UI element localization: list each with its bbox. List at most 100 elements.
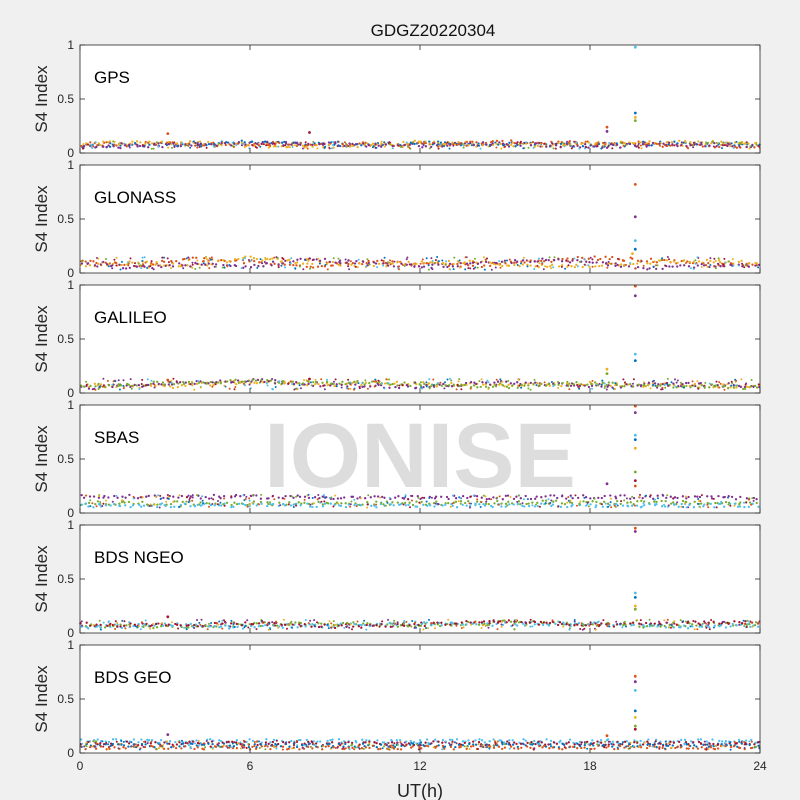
data-point	[253, 263, 256, 267]
data-point	[198, 140, 202, 143]
data-point	[459, 497, 462, 500]
data-point	[340, 624, 343, 627]
data-point	[243, 141, 246, 144]
data-point	[470, 502, 472, 505]
data-point	[120, 142, 123, 145]
spike-point	[633, 484, 637, 488]
data-point	[541, 746, 544, 749]
data-point	[536, 382, 539, 385]
data-point	[742, 619, 745, 622]
data-point	[751, 143, 754, 147]
data-point	[344, 505, 348, 509]
data-point	[543, 142, 546, 145]
data-point	[629, 382, 632, 386]
data-point	[559, 505, 563, 509]
data-point	[584, 496, 588, 499]
data-point	[107, 740, 111, 744]
data-point	[405, 258, 408, 261]
data-point	[409, 746, 413, 749]
data-point	[757, 266, 760, 269]
data-point	[597, 141, 600, 144]
data-point	[344, 742, 347, 746]
data-point	[387, 745, 390, 748]
data-point	[718, 381, 721, 384]
data-point	[364, 746, 368, 749]
data-point	[605, 383, 608, 387]
data-point	[208, 622, 210, 625]
data-point	[689, 141, 692, 144]
data-point	[654, 503, 656, 506]
data-point	[379, 496, 382, 499]
data-point	[706, 503, 709, 506]
data-point	[326, 743, 329, 746]
data-point	[197, 744, 200, 747]
data-point	[529, 144, 533, 147]
data-point	[235, 747, 239, 750]
data-point	[420, 500, 423, 504]
data-point	[403, 265, 406, 267]
data-point	[622, 624, 625, 627]
data-point	[364, 741, 367, 744]
data-point	[225, 741, 228, 744]
data-point	[115, 494, 118, 497]
data-point	[502, 741, 506, 744]
spike-point	[633, 45, 637, 49]
data-point	[745, 626, 748, 628]
data-point	[700, 262, 703, 266]
data-point	[102, 140, 105, 143]
data-point	[330, 625, 333, 628]
data-point	[547, 743, 550, 746]
data-point	[281, 262, 284, 265]
data-point	[495, 139, 499, 143]
data-point	[586, 740, 589, 744]
data-point	[271, 378, 274, 380]
data-point	[282, 740, 285, 744]
data-point	[687, 747, 690, 750]
data-point	[407, 145, 409, 148]
data-point	[220, 623, 222, 626]
data-point	[456, 262, 459, 266]
y-tick-label: 0.5	[57, 572, 74, 586]
data-point	[488, 383, 492, 386]
data-point	[469, 506, 471, 509]
data-point	[618, 146, 621, 149]
data-point	[366, 387, 369, 390]
data-point	[519, 497, 522, 500]
data-point	[684, 620, 687, 623]
data-point	[669, 260, 672, 264]
data-point	[347, 259, 350, 262]
data-point	[708, 144, 711, 147]
data-point	[388, 141, 391, 144]
data-point	[596, 258, 600, 262]
data-point	[248, 503, 251, 506]
data-point	[95, 740, 98, 743]
data-point	[280, 624, 283, 627]
data-point	[314, 742, 318, 745]
data-point	[175, 142, 179, 145]
data-point	[311, 505, 314, 509]
data-point	[165, 500, 168, 503]
data-point	[623, 499, 626, 502]
data-point	[682, 506, 685, 508]
data-point	[347, 145, 350, 147]
data-point	[427, 262, 430, 265]
data-point	[119, 146, 122, 150]
data-point	[315, 144, 318, 147]
data-point	[534, 497, 537, 500]
data-point	[645, 141, 648, 145]
data-point	[700, 625, 704, 628]
data-point	[441, 738, 445, 742]
data-point	[224, 624, 227, 627]
data-point	[536, 741, 539, 744]
data-point	[655, 264, 657, 267]
data-point	[507, 619, 511, 622]
data-point	[82, 143, 85, 146]
data-point	[204, 624, 207, 626]
data-point	[541, 499, 544, 502]
data-point	[529, 388, 532, 391]
data-point	[583, 743, 586, 747]
data-point	[665, 744, 668, 747]
data-point	[462, 626, 465, 629]
data-point	[96, 144, 99, 147]
data-point	[511, 384, 514, 387]
